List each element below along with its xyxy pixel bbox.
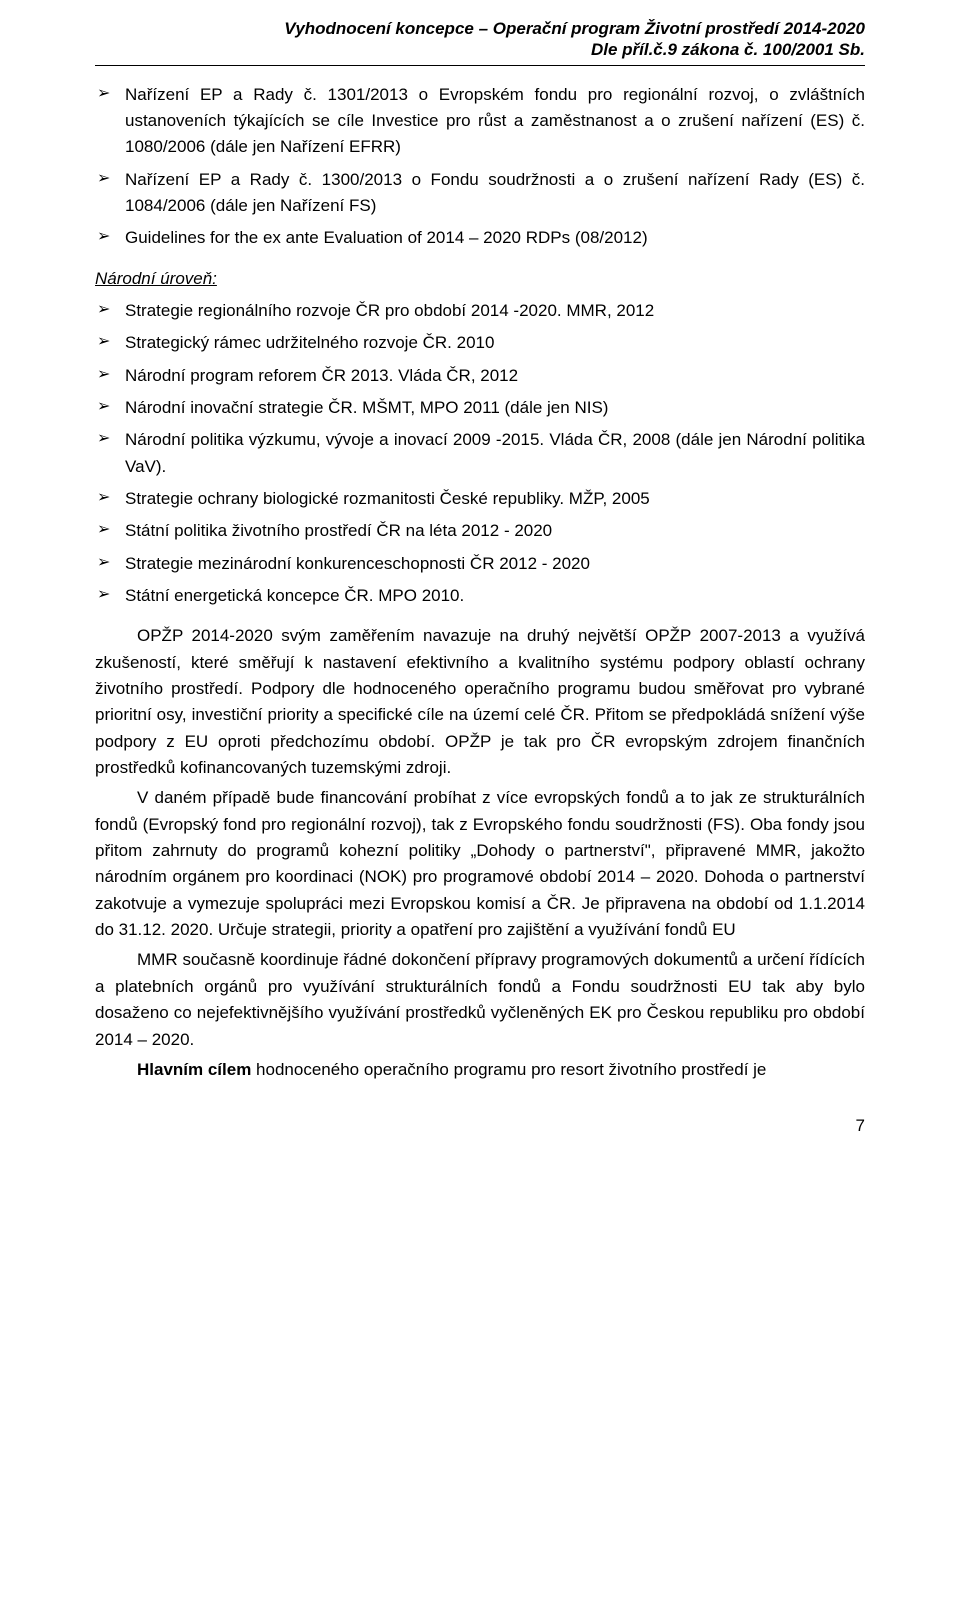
final-bold: Hlavním cílem	[137, 1060, 251, 1079]
list-item: Státní energetická koncepce ČR. MPO 2010…	[95, 583, 865, 609]
header-line-1: Vyhodnocení koncepce – Operační program …	[95, 18, 865, 39]
body-paragraph: V daném případě bude financování probíha…	[95, 785, 865, 943]
page-header: Vyhodnocení koncepce – Operační program …	[95, 0, 865, 61]
header-line-2: Dle příl.č.9 zákona č. 100/2001 Sb.	[95, 39, 865, 60]
list-item: Nařízení EP a Rady č. 1300/2013 o Fondu …	[95, 167, 865, 220]
national-bullet-list: Strategie regionálního rozvoje ČR pro ob…	[95, 298, 865, 609]
list-item: Guidelines for the ex ante Evaluation of…	[95, 225, 865, 251]
page-number: 7	[95, 1113, 865, 1139]
body-paragraph: MMR současně koordinuje řádné dokončení …	[95, 947, 865, 1052]
list-item: Strategie ochrany biologické rozmanitost…	[95, 486, 865, 512]
section-label-national: Národní úroveň:	[95, 266, 865, 292]
list-item: Strategie mezinárodní konkurenceschopnos…	[95, 551, 865, 577]
header-rule	[95, 65, 865, 66]
list-item: Národní politika výzkumu, vývoje a inova…	[95, 427, 865, 480]
list-item: Národní inovační strategie ČR. MŠMT, MPO…	[95, 395, 865, 421]
list-item: Národní program reforem ČR 2013. Vláda Č…	[95, 363, 865, 389]
body-paragraph-final: Hlavním cílem hodnoceného operačního pro…	[95, 1057, 865, 1083]
final-rest: hodnoceného operačního programu pro reso…	[251, 1060, 766, 1079]
list-item: Strategie regionálního rozvoje ČR pro ob…	[95, 298, 865, 324]
top-bullet-list: Nařízení EP a Rady č. 1301/2013 o Evrops…	[95, 82, 865, 252]
list-item: Nařízení EP a Rady č. 1301/2013 o Evrops…	[95, 82, 865, 161]
list-item: Státní politika životního prostředí ČR n…	[95, 518, 865, 544]
body-paragraph: OPŽP 2014-2020 svým zaměřením navazuje n…	[95, 623, 865, 781]
list-item: Strategický rámec udržitelného rozvoje Č…	[95, 330, 865, 356]
